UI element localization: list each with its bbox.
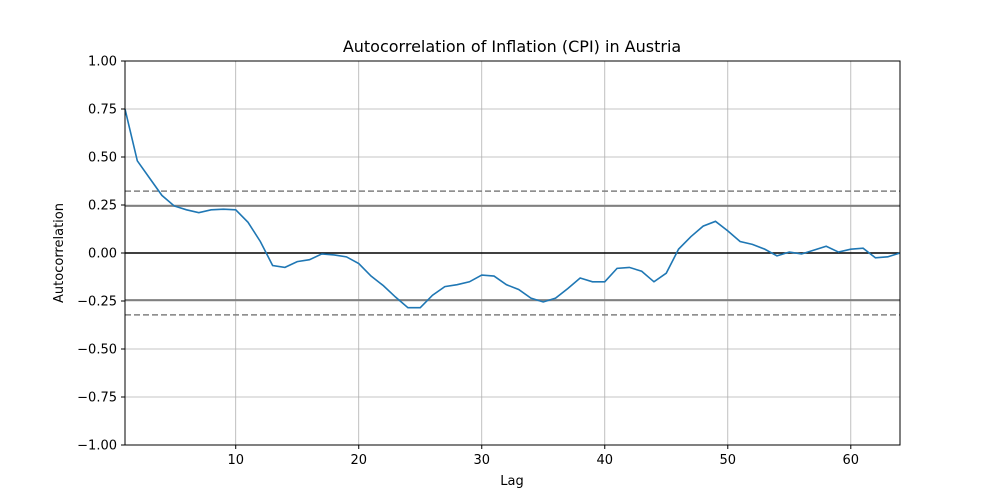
x-axis-label: Lag bbox=[500, 474, 523, 489]
x-axis-ticks: 10 20 30 40 50 60 bbox=[227, 445, 859, 468]
chart-title: Autocorrelation of Inflation (CPI) in Au… bbox=[343, 37, 681, 56]
x-tick-label-3: 40 bbox=[596, 453, 613, 468]
y-tick-label-7: 0.75 bbox=[88, 103, 117, 118]
y-tick-label-3: −0.25 bbox=[77, 295, 117, 310]
y-tick-label-5: 0.25 bbox=[88, 199, 117, 214]
reference-lines bbox=[125, 190, 900, 316]
y-tick-label-8: 1.00 bbox=[88, 55, 117, 70]
y-tick-label-6: 0.50 bbox=[88, 151, 117, 166]
y-tick-label-2: −0.50 bbox=[77, 343, 117, 358]
acf-series-line bbox=[124, 108, 901, 309]
x-tick-label-0: 10 bbox=[227, 453, 244, 468]
plot-area bbox=[124, 60, 901, 446]
x-tick-label-1: 20 bbox=[350, 453, 367, 468]
x-tick-label-4: 50 bbox=[720, 453, 737, 468]
x-tick-label-2: 30 bbox=[473, 453, 490, 468]
y-tick-label-4: 0.00 bbox=[88, 247, 117, 262]
y-tick-label-0: −1.00 bbox=[77, 439, 117, 454]
y-axis-label: Autocorrelation bbox=[52, 203, 67, 303]
y-tick-label-1: −0.75 bbox=[77, 391, 117, 406]
x-tick-label-5: 60 bbox=[843, 453, 860, 468]
y-axis-ticks: −1.00 −0.75 −0.50 −0.25 0.00 0.25 0.50 0.75 1.00 bbox=[77, 55, 125, 454]
